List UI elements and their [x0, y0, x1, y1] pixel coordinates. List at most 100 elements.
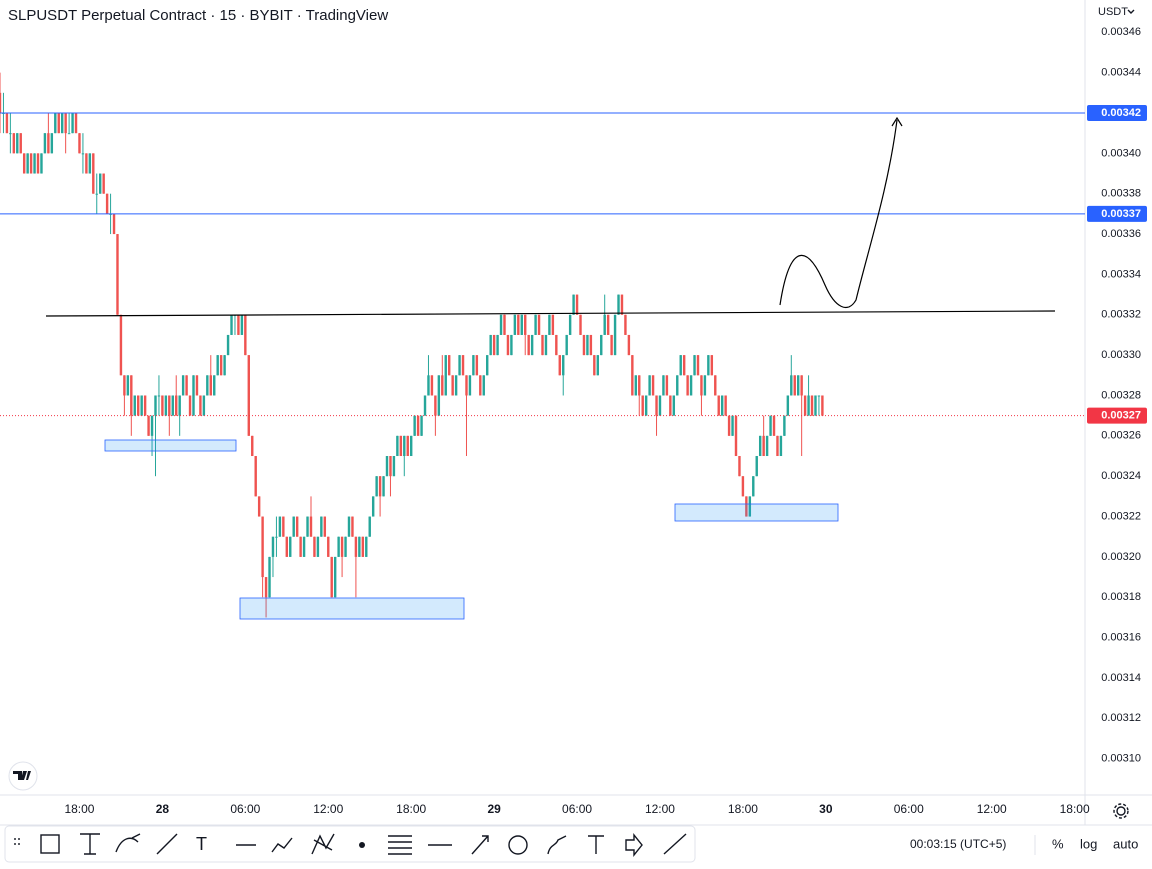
tool-curve[interactable] [547, 835, 567, 855]
tool-line[interactable] [663, 833, 687, 855]
y-tick-label: 0.00338 [1101, 188, 1141, 200]
y-tick-label: 0.00324 [1101, 470, 1141, 482]
candle-body [624, 314, 627, 335]
price-label: 0.00327 [1101, 410, 1141, 422]
candle-body [285, 536, 289, 557]
x-tick-label: 06:00 [230, 802, 260, 816]
projection-curve[interactable] [779, 119, 898, 309]
tv-logo[interactable] [8, 761, 38, 791]
tool-shape-arrow[interactable] [625, 833, 643, 857]
y-tick-label: 0.00318 [1101, 591, 1141, 603]
drawings [45, 116, 1056, 620]
x-tick-label: 29 [487, 802, 501, 816]
candle-body [790, 375, 793, 396]
tool-note[interactable] [588, 835, 604, 854]
candle-body [703, 375, 707, 396]
x-tick-label: 18:00 [728, 802, 758, 816]
candle-body [558, 355, 561, 376]
candle-body [541, 334, 544, 356]
settings-icon[interactable] [1113, 803, 1129, 819]
candle-body [682, 355, 686, 376]
tool-pattern[interactable] [271, 837, 293, 853]
candle-body [302, 536, 306, 557]
candle-body [479, 375, 482, 396]
candle-body [534, 314, 537, 335]
candle-body [447, 355, 451, 376]
candle-body [434, 395, 437, 416]
candle-body [403, 435, 406, 457]
candle-body [745, 496, 748, 517]
candle-body [161, 395, 164, 416]
tool-dot[interactable] [359, 842, 365, 848]
candle-body [16, 133, 19, 154]
candle-body [168, 395, 171, 416]
tool-arrow-up[interactable] [471, 835, 489, 855]
candle-body [762, 435, 765, 457]
candle-body [354, 536, 358, 557]
candle-body [420, 415, 423, 436]
candle-body [95, 193, 98, 195]
candle-body [185, 375, 188, 396]
candle-body [313, 536, 316, 557]
tool-ray[interactable] [80, 833, 100, 855]
support-zone[interactable] [104, 439, 237, 452]
candle-body [568, 314, 572, 335]
candle-body [140, 395, 143, 416]
candle-body [54, 112, 57, 134]
candle-body [499, 314, 503, 335]
candle-body [257, 496, 261, 517]
tool-fib[interactable] [311, 833, 335, 855]
candle-body [451, 375, 454, 396]
candle-body [43, 133, 47, 154]
price-label-box [1087, 407, 1147, 424]
candle-body [517, 314, 520, 335]
candle-body [631, 355, 634, 396]
candle-body [779, 435, 783, 457]
candle-body [202, 395, 206, 416]
candle-body [582, 334, 586, 356]
tool-arrow[interactable] [156, 833, 178, 855]
log-toggle[interactable]: log [1080, 836, 1097, 851]
candle-body [475, 355, 479, 376]
tool-lines[interactable] [388, 835, 412, 855]
candle-body [465, 375, 468, 396]
tool-brush[interactable] [115, 833, 141, 853]
tool-text[interactable]: T [196, 834, 207, 854]
drawing-toolbar [4, 825, 696, 863]
candle-body [551, 314, 555, 335]
candle-body [371, 496, 375, 517]
candle-body [658, 395, 662, 416]
candle-body [19, 133, 22, 154]
auto-toggle[interactable]: auto [1113, 836, 1138, 851]
support-zone[interactable] [674, 503, 839, 522]
candle-body [147, 415, 150, 436]
candle-body [347, 516, 351, 537]
tool-circle[interactable] [508, 835, 528, 855]
tool-rectangle[interactable] [40, 834, 60, 854]
candle-body [237, 314, 240, 335]
drag-handle[interactable] [14, 838, 20, 845]
candle-body [755, 456, 758, 477]
candle-body [47, 133, 50, 154]
candle-body [337, 536, 340, 557]
candle-body [85, 153, 88, 174]
trend-line[interactable] [45, 310, 1056, 317]
candle-body [593, 355, 596, 376]
candle-body [627, 334, 631, 356]
candle-body [323, 516, 327, 537]
x-tick-label: 18:00 [1060, 802, 1090, 816]
y-tick-label: 0.00322 [1101, 510, 1141, 522]
candle-body [327, 536, 330, 557]
candle-body [689, 375, 693, 396]
currency[interactable]: USDT [1098, 6, 1128, 18]
candle-body [803, 395, 807, 416]
x-tick-label: 12:00 [977, 802, 1007, 816]
percent-toggle[interactable]: % [1052, 836, 1064, 851]
candle-body [67, 133, 71, 135]
candle-body [102, 173, 105, 194]
candle-body [527, 334, 530, 356]
candle-body [244, 314, 247, 356]
support-zone[interactable] [239, 597, 465, 620]
candle-body [617, 294, 620, 315]
